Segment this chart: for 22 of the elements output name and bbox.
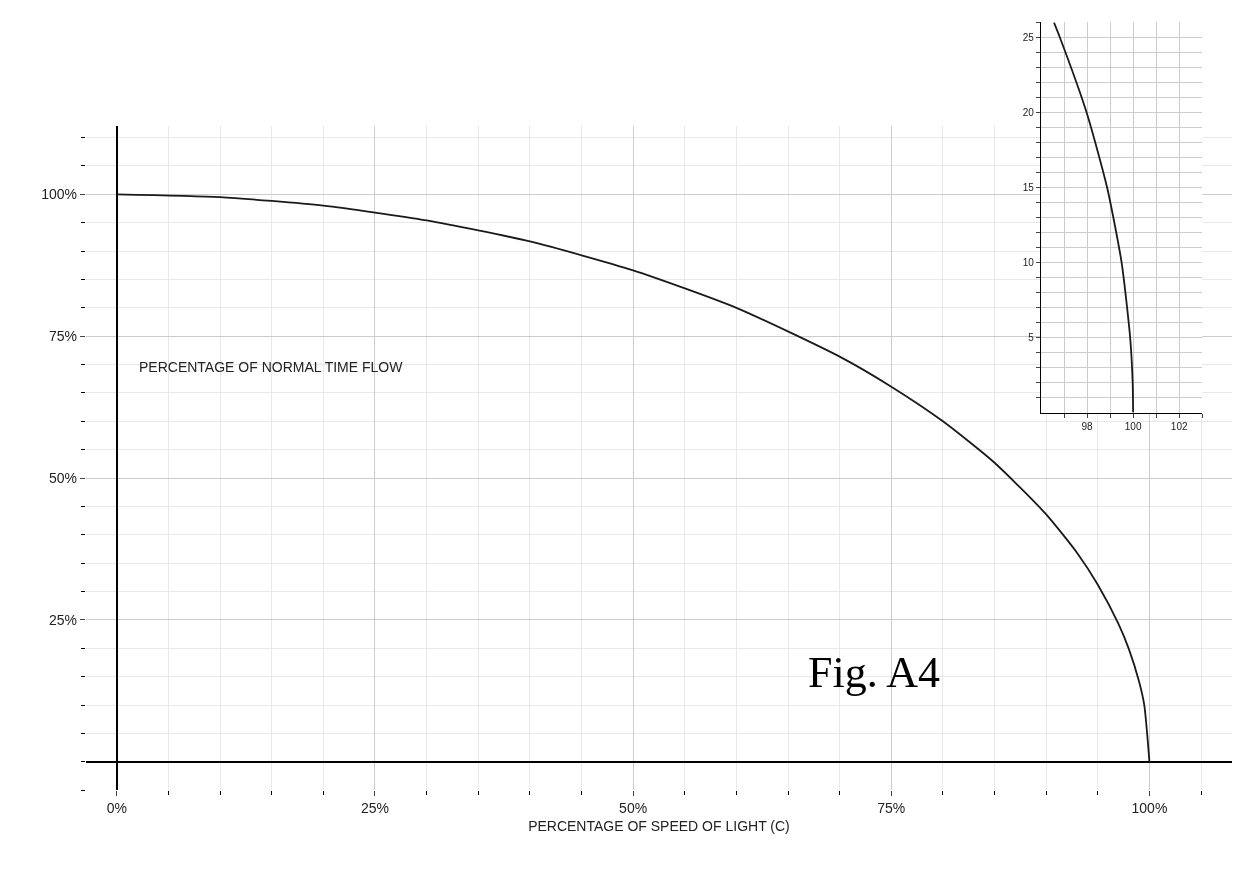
line-series: [115, 193, 1151, 763]
y-tick-label: 100%: [41, 186, 78, 203]
y-tick-label: 25: [1022, 31, 1035, 43]
x-tick-label: 100: [1124, 420, 1142, 432]
y-tick-label: 75%: [48, 328, 78, 345]
line-series: [1053, 22, 1135, 413]
x-tick-label: 25%: [360, 800, 389, 816]
y-tick-label: 20: [1022, 106, 1035, 118]
y-tick-label: 15: [1022, 181, 1035, 193]
x-axis-title: PERCENTAGE OF SPEED OF LIGHT (C): [528, 818, 790, 835]
y-tick-label: 25%: [48, 611, 78, 628]
y-axis-title: PERCENTAGE OF NORMAL TIME FLOW: [139, 359, 404, 375]
y-tick-label: 5: [1028, 332, 1035, 344]
annotation: Fig. A4: [808, 648, 941, 697]
x-tick-label: 100%: [1131, 800, 1168, 816]
x-tick-label: 75%: [877, 800, 906, 816]
x-tick-label: 50%: [619, 800, 648, 816]
y-tick-label: 50%: [48, 469, 78, 486]
x-tick-label: 102: [1170, 420, 1188, 432]
x-tick-label: 98: [1081, 420, 1094, 432]
y-tick-label: 10: [1022, 257, 1035, 269]
x-tick-label: 0%: [106, 800, 127, 816]
